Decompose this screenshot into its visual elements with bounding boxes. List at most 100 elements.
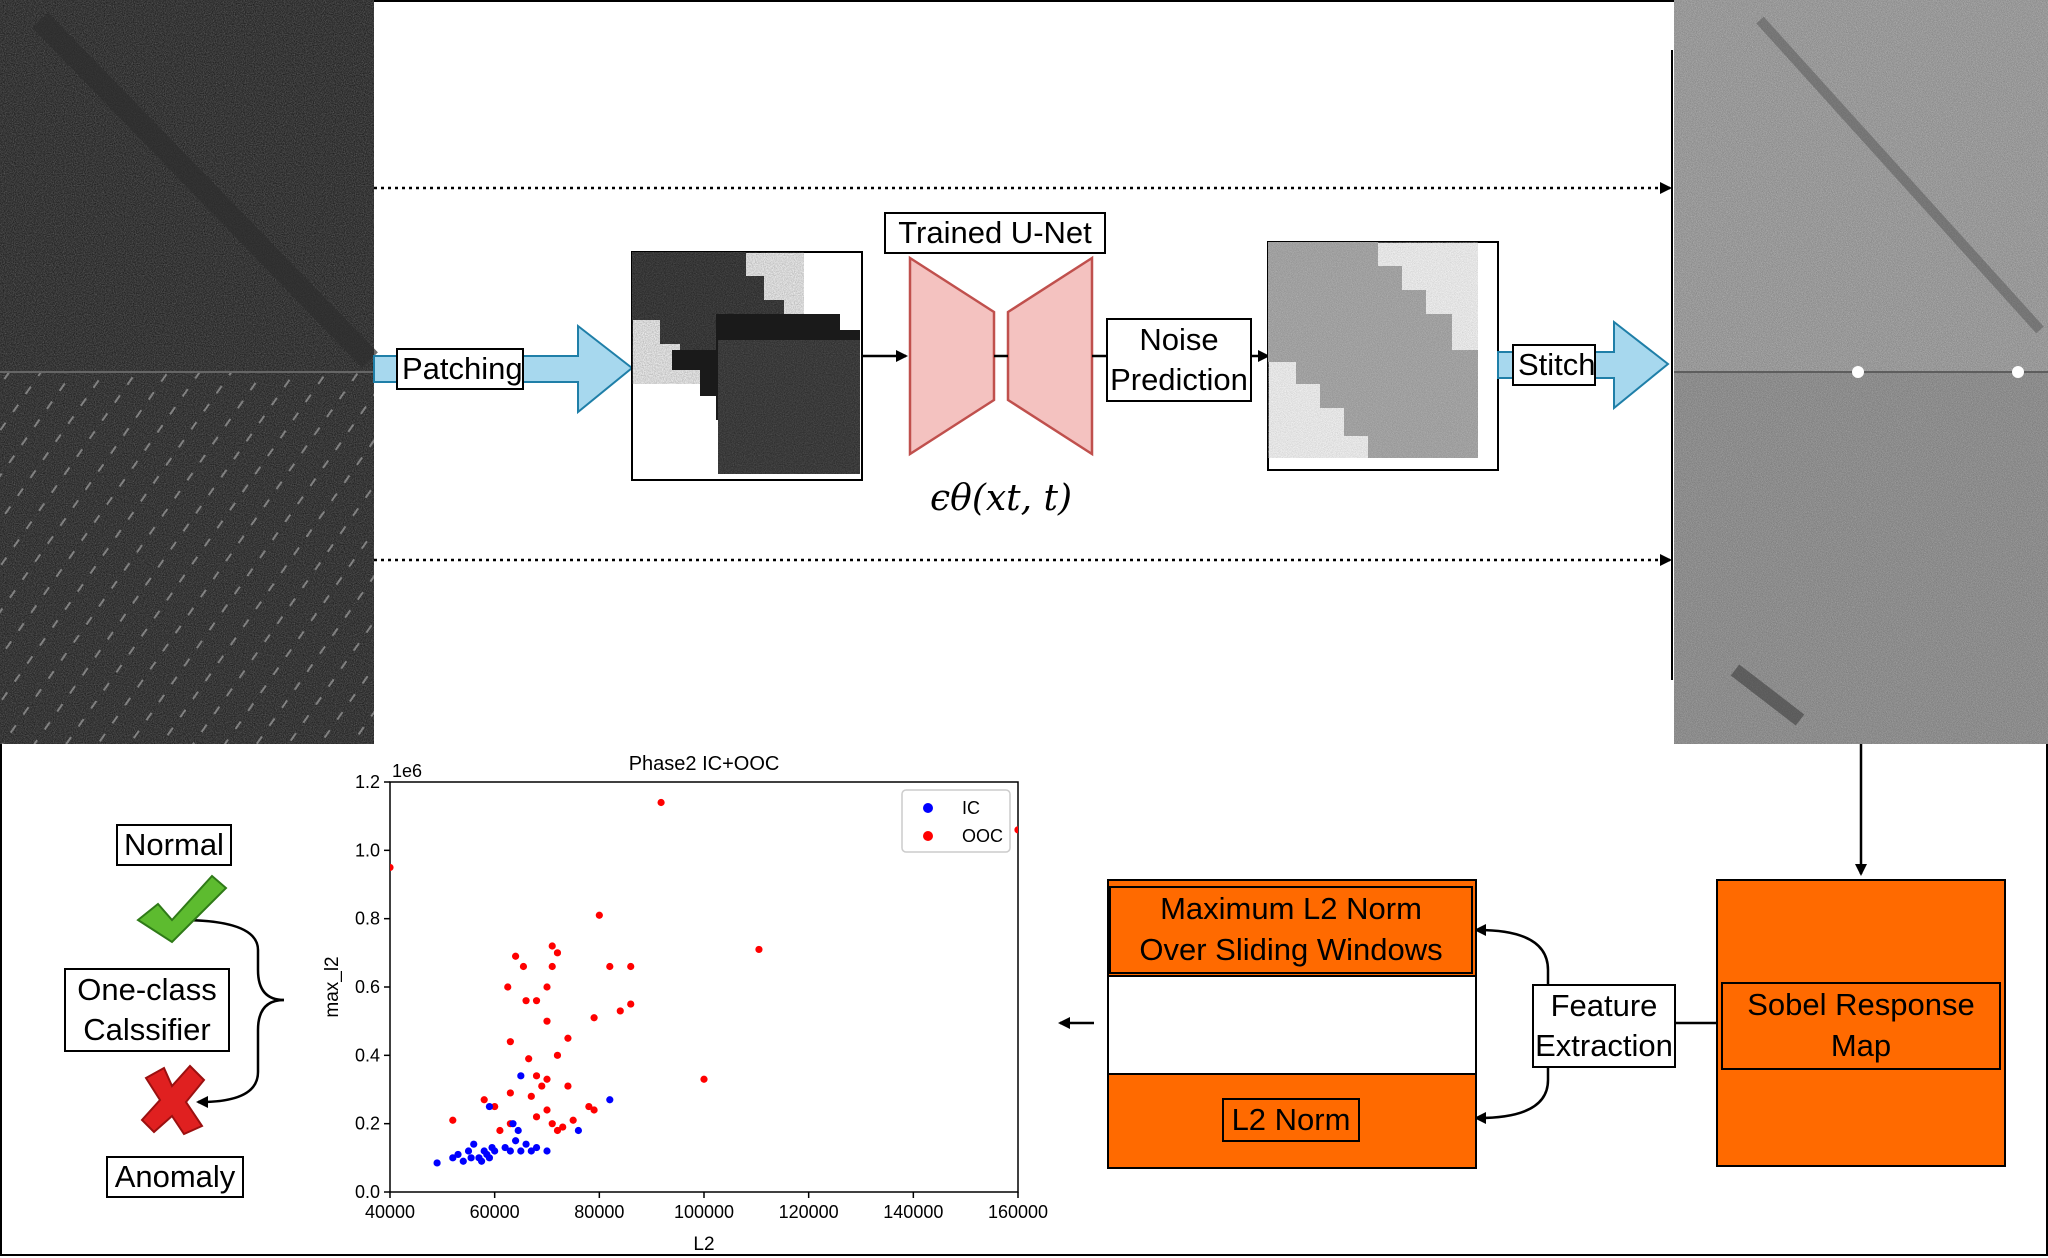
patches-box (631, 251, 863, 481)
scatter-point-ooc (519, 962, 528, 971)
oneclass-line-1: One-class (77, 972, 217, 1007)
x-tick-label: 60000 (470, 1202, 520, 1222)
scatter-point-ooc (522, 997, 530, 1005)
normal-label: Normal (116, 824, 232, 866)
feature-extraction-label: Feature Extraction (1532, 984, 1676, 1068)
stitch-label: Stitch (1512, 344, 1596, 386)
y-tick-label: 1.2 (355, 772, 380, 792)
classifier-bracket-top (179, 918, 285, 1002)
scatter-point-ooc (595, 911, 603, 919)
scatter-point-ooc (548, 1120, 556, 1128)
scatter-point-ic (464, 1147, 473, 1155)
x-tick-label: 120000 (779, 1202, 839, 1222)
scatter-point-ic (470, 1140, 478, 1148)
scatter-point-ic (532, 1143, 541, 1152)
scatter-point-ic (506, 1147, 514, 1155)
scatter-point-ooc (496, 1126, 504, 1135)
scatter-point-ic (467, 1154, 475, 1162)
scatter-point-ic (491, 1147, 499, 1155)
legend-ooc-marker (923, 831, 933, 841)
unet-formula: ϵθ(xt, t) (930, 478, 1073, 519)
scatter-point-ooc (527, 1092, 535, 1100)
scatter-point-ic (517, 1072, 525, 1080)
one-class-classifier-label: One-class Calssifier (64, 968, 230, 1052)
scatter-point-ooc (564, 1082, 572, 1090)
x-tick-label: 40000 (365, 1202, 415, 1222)
y-tick-label: 0.4 (355, 1045, 380, 1065)
noise-patches-box (1267, 241, 1499, 471)
scatter-point-ic (501, 1143, 509, 1152)
scatter-point-ic (477, 1157, 486, 1165)
scatter-point-ic (514, 1126, 522, 1135)
scatter-point-ooc (511, 952, 520, 960)
scatter-point-ooc (627, 1000, 635, 1008)
scatter-point-ooc (553, 949, 562, 957)
scatter-point-ooc (525, 1055, 533, 1063)
scatter-point-ooc (548, 942, 556, 950)
scatter-point-ooc (585, 1102, 593, 1111)
max-l2-line-1: Maximum L2 Norm (1160, 891, 1422, 926)
chart-xlabel: L2 (693, 1234, 714, 1255)
classifier-bracket-bottom (199, 998, 285, 1104)
oneclass-line-2: Calssifier (83, 1012, 211, 1047)
scatter-point-ooc (590, 1106, 598, 1114)
y-tick-label: 0.0 (355, 1182, 380, 1202)
scatter-point-ooc (532, 1113, 541, 1121)
scatter-point-ooc (590, 1014, 598, 1022)
scatter-point-ooc (564, 1034, 572, 1042)
y-tick-label: 0.6 (355, 977, 380, 997)
chart-legend: IC OOC (901, 789, 1011, 853)
unet-icon (908, 255, 1094, 457)
scatter-point-ooc (543, 1075, 551, 1083)
scatter-point-ooc (390, 863, 394, 872)
scatter-point-ooc (480, 1096, 488, 1104)
scatter-point-ic (543, 1147, 551, 1155)
scatter-point-ic (459, 1157, 467, 1165)
y-tick-label: 0.2 (355, 1114, 380, 1134)
chart-ylabel: max_l2 (322, 956, 343, 1017)
scatter-point-ooc (491, 1102, 499, 1111)
scatter-point-ic (511, 1137, 520, 1145)
scatter-point-ooc (553, 1126, 562, 1135)
sobel-line-2: Map (1830, 1028, 1892, 1063)
scatter-point-ic (485, 1154, 494, 1162)
scatter-point-ooc (559, 1123, 567, 1131)
scatter-point-ooc (616, 1007, 624, 1015)
scatter-point-ic (454, 1150, 462, 1159)
scatter-point-ic (433, 1159, 441, 1167)
x-tick-label: 160000 (988, 1202, 1048, 1222)
patching-label: Patching (396, 348, 524, 390)
scatter-point-ooc (532, 1072, 541, 1080)
scatter-point-ooc (657, 798, 665, 807)
chart-y-multiplier: 1e6 (392, 761, 422, 781)
x-tick-label: 140000 (883, 1202, 943, 1222)
noise-line-2: Prediction (1110, 362, 1248, 397)
scatter-point-ooc (1014, 826, 1018, 834)
scatter-point-ic (517, 1147, 525, 1155)
scatter-point-ooc (548, 962, 556, 971)
legend-ooc-label: OOC (962, 826, 1003, 846)
noise-output-image (1671, 0, 2048, 744)
max-l2-label: Maximum L2 Norm Over Sliding Windows (1109, 886, 1473, 974)
scatter-point-ooc (543, 1106, 551, 1114)
scatter-point-ic (485, 1102, 494, 1111)
scatter-point-ooc (627, 962, 635, 971)
feature-bracket (1477, 928, 1550, 1120)
scatter-point-ooc (449, 1116, 457, 1124)
scatter-point-ic (606, 1096, 614, 1104)
scatter-chart: 40000 60000 80000 100000 120000 140000 160000 … (322, 753, 1048, 1255)
input-image (0, 0, 378, 744)
legend-ic-marker (923, 803, 933, 813)
scatter-point-ic (509, 1120, 517, 1128)
scatter-point-ooc (606, 962, 614, 971)
scatter-point-ooc (532, 997, 541, 1005)
chart-title: Phase2 IC+OOC (629, 753, 780, 775)
scatter-point-ooc (538, 1082, 546, 1090)
noise-prediction-label: Noise Prediction (1106, 318, 1252, 402)
sobel-line-1: Sobel Response (1747, 987, 1975, 1022)
legend-ic-label: IC (962, 798, 980, 818)
scatter-point-ic (574, 1126, 583, 1135)
x-tick-label: 100000 (674, 1202, 734, 1222)
y-tick-label: 1.0 (355, 840, 380, 860)
